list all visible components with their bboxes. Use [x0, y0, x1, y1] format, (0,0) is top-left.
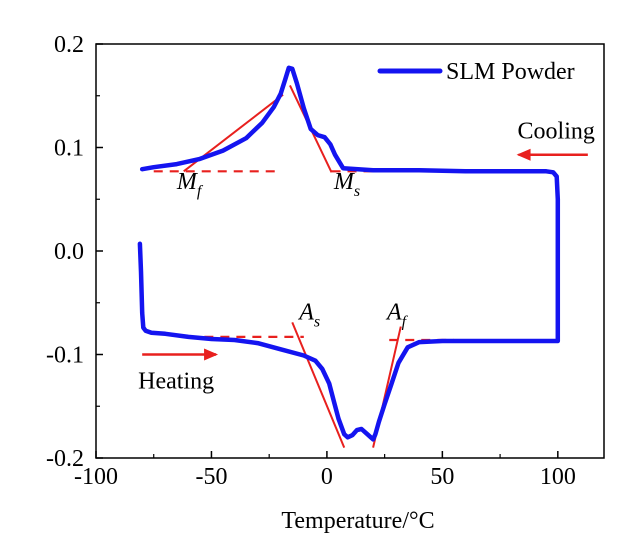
- annotations: Mf Ms As Af: [176, 169, 409, 330]
- x-tick-label: -50: [195, 464, 227, 490]
- series-lines: [137, 65, 561, 442]
- y-tick-label: -0.2: [46, 446, 84, 472]
- transition-label: Af: [385, 299, 409, 330]
- axis-ticks: -100 -50 0 50 100 -0.2 -0.1 0.0 0.1 0.2: [46, 32, 576, 490]
- heating-arrow-head: [204, 348, 219, 361]
- y-tick-label: 0.1: [54, 136, 84, 162]
- transition-label: Mf: [176, 169, 204, 200]
- y-tick-label: -0.1: [46, 343, 84, 369]
- plot-border: [95, 43, 605, 459]
- x-tick-label: -100: [74, 464, 118, 490]
- plot-frame: [95, 43, 605, 459]
- y-tick-label: 0.0: [54, 239, 84, 265]
- arrows: Cooling Heating: [138, 119, 595, 395]
- transition-label: As: [297, 299, 320, 330]
- x-tick-label: 0: [321, 464, 333, 490]
- cooling-label: Cooling: [518, 119, 595, 145]
- x-axis-title: Temperature/°C: [281, 508, 434, 534]
- cooling-arrow-head: [516, 148, 531, 161]
- transition-label: Ms: [333, 169, 360, 200]
- x-tick-label: 100: [540, 464, 576, 490]
- legend-label: SLM Powder: [446, 59, 575, 85]
- heating-label: Heating: [138, 369, 214, 395]
- x-tick-label: 50: [430, 464, 454, 490]
- tangent-line: [291, 322, 346, 449]
- legend: SLM Powder: [377, 59, 575, 85]
- series-line: [137, 65, 561, 442]
- y-tick-label: 0.2: [54, 32, 84, 58]
